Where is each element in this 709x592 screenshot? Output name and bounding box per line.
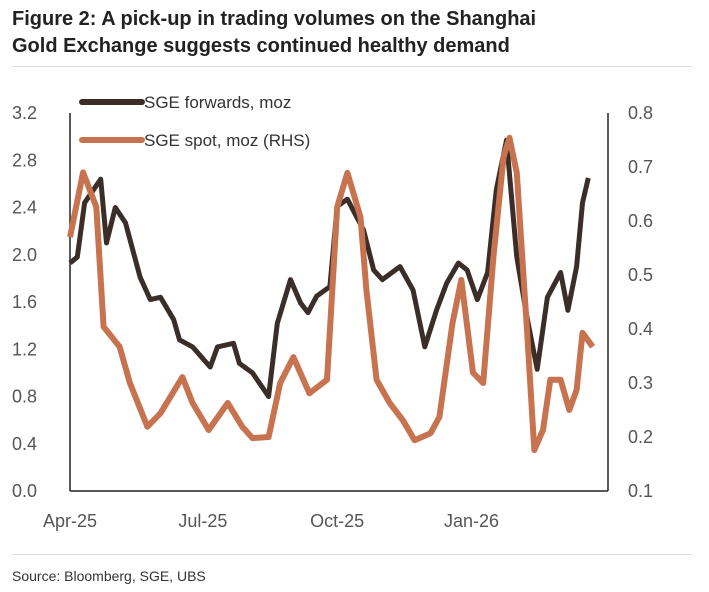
x-tick-label: Jan-26 [444,511,499,531]
source-divider [12,554,692,555]
y-right-tick-label: 0.1 [628,481,653,501]
title-divider [12,66,692,67]
y-right-tick-label: 0.3 [628,373,653,393]
x-tick-label: Jul-25 [178,511,227,531]
title-line-2: Gold Exchange suggests continued healthy… [12,35,510,57]
y-left-tick-label: 1.2 [12,339,37,359]
y-left-tick-label: 0.8 [12,387,37,407]
y-left-tick-label: 2.4 [12,198,37,218]
title-line-1: Figure 2: A pick-up in trading volumes o… [12,8,537,30]
y-right-tick-label: 0.5 [628,265,653,285]
y-left-tick-label: 1.6 [12,292,37,312]
source-note: Source: Bloomberg, SGE, UBS [12,568,206,584]
y-left-tick-label: 0.4 [12,434,37,454]
legend-label-forwards: SGE forwards, moz [144,93,291,112]
y-left-tick-label: 2.8 [12,150,37,170]
y-left-tick-label: 3.2 [12,103,37,123]
chart-title: Figure 2: A pick-up in trading volumes o… [12,6,702,60]
y-left-tick-label: 2.0 [12,245,37,265]
y-right-tick-label: 0.4 [628,319,653,339]
y-right-tick-label: 0.6 [628,211,653,231]
y-right-tick-label: 0.2 [628,427,653,447]
x-tick-label: Oct-25 [310,511,364,531]
y-right-tick-label: 0.7 [628,157,653,177]
y-left-tick-label: 0.0 [12,481,37,501]
series-line-spot [67,134,596,453]
x-tick-label: Apr-25 [43,511,97,531]
legend: SGE forwards, moz SGE spot, moz (RHS) [79,93,310,150]
legend-label-spot: SGE spot, moz (RHS) [144,131,310,150]
y-right-tick-label: 0.8 [628,103,653,123]
